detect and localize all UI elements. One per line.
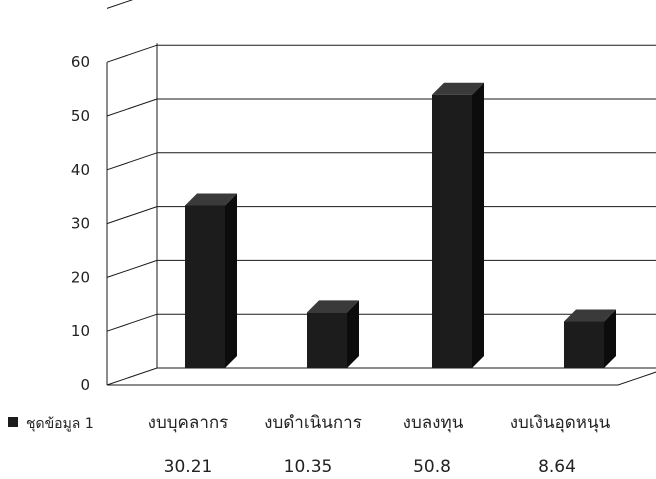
value-labels: 30.21 10.35 50.8 8.64 <box>164 457 576 477</box>
bar-front <box>432 94 472 369</box>
bar-top <box>432 82 484 95</box>
bar <box>185 193 237 368</box>
bar-top <box>185 193 237 206</box>
value-label: 30.21 <box>164 457 213 477</box>
gridline-side <box>106 259 158 278</box>
y-tick-label: 0 <box>80 376 90 394</box>
y-tick-label: 40 <box>71 161 90 179</box>
y-tick-label: 20 <box>71 268 90 286</box>
bar-front <box>564 321 604 368</box>
gridline-side <box>106 0 134 9</box>
bar-front <box>185 205 225 368</box>
gridline-side <box>106 98 158 117</box>
bar-side <box>347 300 359 368</box>
y-tick-label: 60 <box>71 53 90 71</box>
bar-top <box>307 300 359 313</box>
gridline-side <box>106 152 158 171</box>
bar <box>307 300 359 368</box>
category-labels: งบบุคลากร งบดำเนินการ งบลงทุน งบเงินอุดหนุน <box>148 413 611 433</box>
bar-front <box>307 312 347 368</box>
bar-top <box>564 309 616 322</box>
legend-swatch <box>8 417 18 427</box>
value-label: 50.8 <box>413 457 451 477</box>
chart-floor <box>106 367 656 386</box>
y-tick-label: 50 <box>71 107 90 125</box>
bar <box>432 82 484 369</box>
bar-side <box>472 82 484 369</box>
gridline-side <box>106 44 158 63</box>
y-tick-label: 30 <box>71 215 90 233</box>
bars <box>185 82 616 369</box>
y-tick-label: 10 <box>71 322 90 340</box>
category-label: งบลงทุน <box>403 413 464 433</box>
value-label: 10.35 <box>284 457 333 477</box>
legend: ชุดข้อมูล 1 <box>8 416 94 432</box>
category-label: งบบุคลากร <box>148 413 229 433</box>
value-label: 8.64 <box>538 457 576 477</box>
bar <box>564 309 616 368</box>
gridline-side <box>106 313 158 332</box>
category-label: งบเงินอุดหนุน <box>510 413 611 433</box>
bar-side <box>604 309 616 368</box>
bar-side <box>225 193 237 368</box>
legend-label: ชุดข้อมูล 1 <box>26 416 94 432</box>
y-axis-ticks: 0 10 20 30 40 50 60 <box>71 53 90 394</box>
category-label: งบดำเนินการ <box>264 413 362 433</box>
gridline-side <box>106 206 158 225</box>
